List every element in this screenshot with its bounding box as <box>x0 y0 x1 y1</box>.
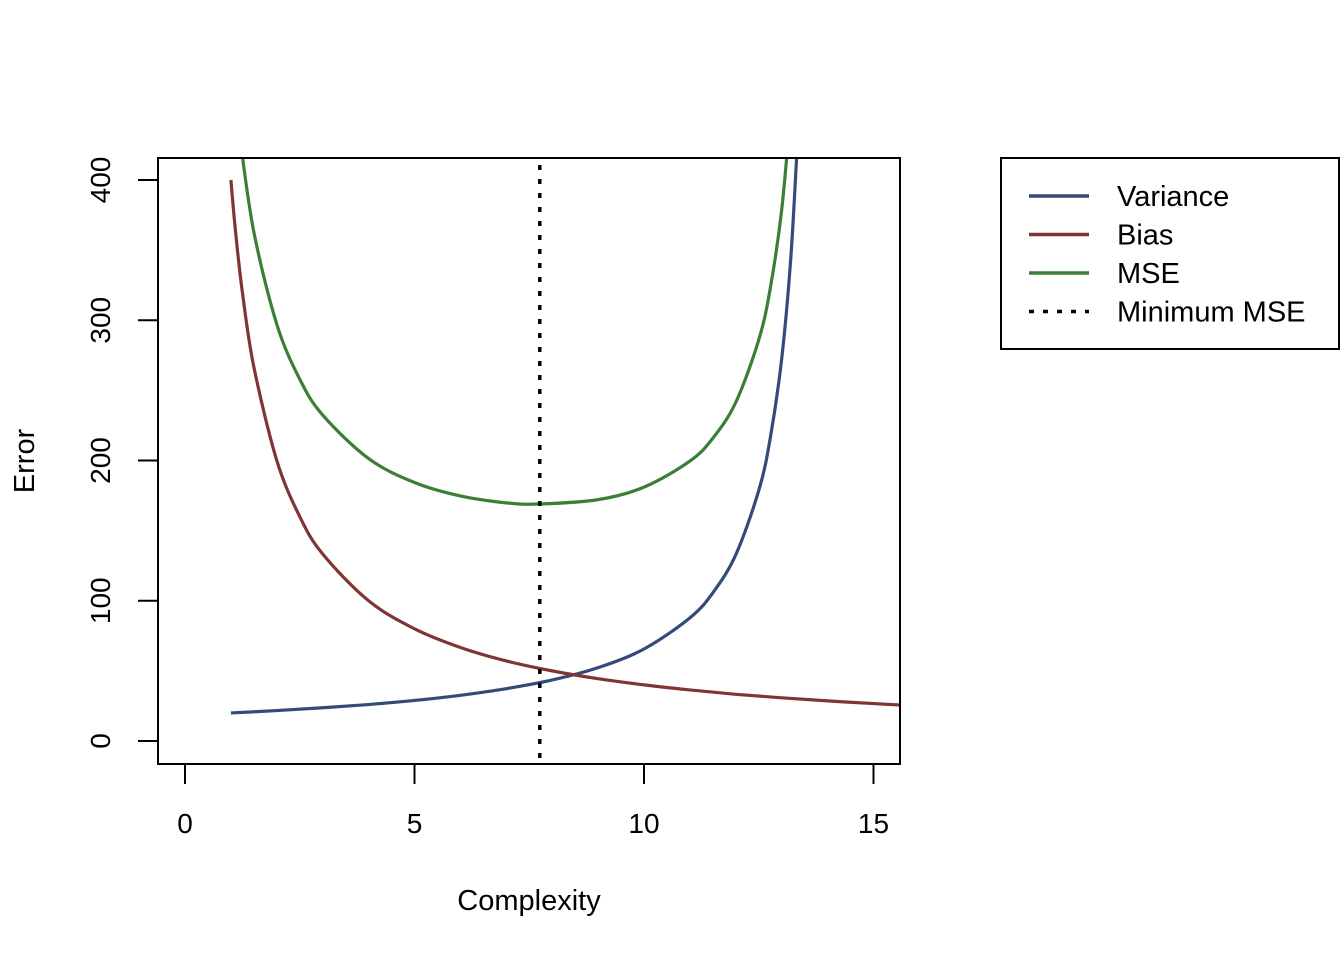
x-tick-label: 0 <box>177 808 193 839</box>
y-tick-label: 400 <box>85 157 116 204</box>
legend-label: Bias <box>1117 220 1173 252</box>
x-axis: 0 5 10 15 <box>177 764 889 839</box>
series-line-mse <box>240 158 789 506</box>
y-tick-label: 200 <box>85 437 116 484</box>
x-tick-label: 15 <box>858 808 889 839</box>
y-axis-title: Error <box>9 428 41 493</box>
y-axis: 0 100 200 300 400 <box>85 157 158 749</box>
x-tick-label: 5 <box>407 808 423 839</box>
series-layer <box>229 158 900 763</box>
series-line-variance <box>230 158 799 715</box>
plot-frame <box>157 157 901 765</box>
legend: Variance Bias MSE Minimum MSE <box>1000 157 1340 350</box>
y-tick-label: 0 <box>85 733 116 749</box>
x-axis-title: Complexity <box>457 885 601 917</box>
series-line-bias <box>229 179 900 707</box>
legend-box <box>1000 157 1340 350</box>
x-tick-label: 10 <box>628 808 659 839</box>
legend-label: Minimum MSE <box>1117 297 1306 329</box>
y-tick-label: 100 <box>85 577 116 624</box>
legend-label: Variance <box>1117 181 1229 213</box>
legend-label: MSE <box>1117 258 1180 290</box>
y-tick-label: 300 <box>85 297 116 344</box>
